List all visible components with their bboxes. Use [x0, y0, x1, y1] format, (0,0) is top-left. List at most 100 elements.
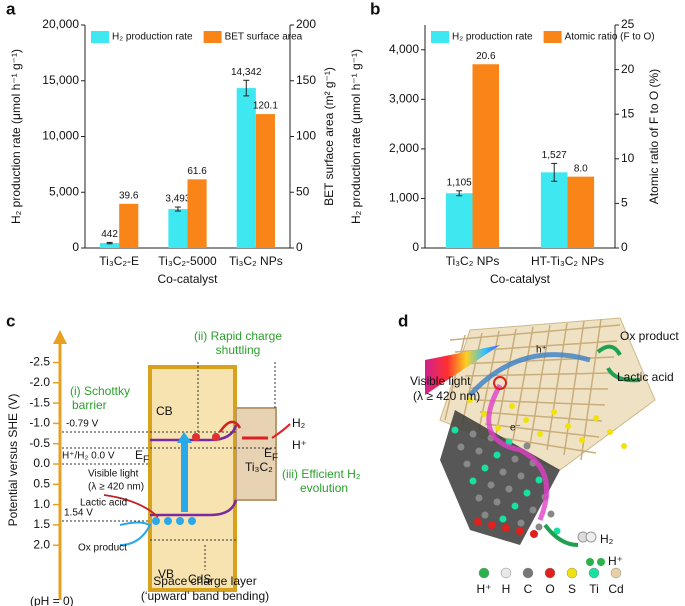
bar: [187, 179, 207, 248]
atom: [475, 447, 483, 455]
y2-tick-label: 10: [621, 151, 635, 165]
label: Lactic acid: [80, 498, 127, 509]
bar: [567, 176, 595, 248]
atom-legend: H⁺ H C O S Ti Cd: [477, 567, 624, 596]
atom: [502, 524, 510, 532]
atom: [511, 455, 519, 463]
y-tick-label: 1.5: [33, 517, 50, 531]
lattice-bond: [580, 318, 602, 461]
lattice-bond: [449, 324, 621, 341]
legend-label: S: [568, 582, 576, 596]
atom: [535, 476, 543, 484]
panel-label: d: [398, 311, 408, 330]
atom: [495, 425, 501, 431]
y-tick-label: 20,000: [42, 17, 79, 31]
atom: [481, 411, 487, 417]
x-axis-label: Co-catalyst: [490, 272, 551, 286]
x-tick-label: Ti₃C₂ NPs: [446, 254, 500, 268]
legend-swatch: [543, 31, 562, 43]
cds-box: [148, 365, 237, 592]
y2-tick-label: 5: [621, 196, 628, 210]
atom: [607, 429, 613, 435]
lattice-bond: [461, 332, 483, 426]
atom: [537, 431, 543, 437]
legend-label: C: [524, 582, 533, 596]
atom: [509, 403, 515, 409]
value-label: 3,493: [165, 194, 190, 205]
atom: [511, 502, 519, 510]
atom: [535, 523, 543, 531]
holes: [152, 517, 196, 525]
label: Visible light: [88, 469, 139, 480]
value-label: 8.0: [574, 163, 588, 174]
bar: [100, 243, 120, 248]
atom: [474, 518, 482, 526]
legend-atom: [522, 567, 534, 579]
atom: [467, 397, 473, 403]
panel-label: c: [6, 311, 15, 330]
bar: [236, 88, 256, 248]
bar: [119, 203, 139, 248]
atom: [530, 530, 538, 538]
legend-label: Ti: [589, 582, 599, 596]
x-tick-label: HT-Ti₃C₂ NPs: [531, 254, 604, 268]
label: E: [264, 446, 272, 460]
y-tick-label: -1.0: [29, 416, 50, 430]
y-tick-label: -2.0: [29, 375, 50, 389]
y-axis-label: H₂ production rate (μmol h⁻¹ g⁻¹): [9, 49, 23, 224]
y-tick-label: 2,000: [389, 141, 419, 155]
atom: [499, 468, 507, 476]
atom: [493, 451, 501, 459]
excitation-spot: [493, 376, 507, 390]
lattice-bond: [529, 324, 551, 446]
bar: [255, 114, 275, 248]
atom: [481, 464, 489, 472]
lattice-bond: [474, 399, 606, 406]
y-tick-label: 1.0: [33, 497, 50, 511]
panel-label: a: [6, 0, 16, 18]
legend-swatch: [431, 31, 449, 43]
legend-label: H: [502, 582, 511, 596]
legend-label: Atomic ratio (F to O): [565, 32, 655, 43]
y2-tick-label: 50: [296, 184, 310, 198]
atom: [551, 409, 557, 415]
atom: [488, 521, 496, 529]
vb-band: [150, 499, 238, 517]
atom: [451, 426, 459, 434]
value-label: 20.6: [476, 51, 496, 62]
atom: [547, 510, 555, 518]
y-tick-label: 15,000: [42, 73, 79, 87]
label: E: [135, 448, 143, 462]
label: CB: [156, 404, 173, 418]
h2-molecule: [585, 531, 597, 543]
lattice-bond: [444, 334, 466, 421]
arrow-head: [177, 432, 192, 443]
atom: [499, 515, 507, 523]
y2-tick-label: 0: [296, 240, 303, 254]
legend-atom: [566, 567, 578, 579]
light-beam: [425, 345, 500, 395]
axis-arrow: [53, 330, 67, 344]
panel-label: b: [370, 0, 380, 18]
axis-label: Potential versus SHE (V): [6, 394, 20, 527]
atom: [475, 494, 483, 502]
y-tick-label: 4,000: [389, 42, 419, 56]
legend-label: BET surface area: [225, 32, 303, 43]
h2-arrow: [543, 523, 579, 547]
legend-label: H₂ production rate: [452, 32, 533, 43]
lattice-bond: [512, 326, 534, 441]
electron: [192, 433, 200, 441]
lactic-arrow: [119, 521, 152, 546]
atom: [481, 511, 489, 519]
y-tick-label: 2.0: [33, 537, 50, 551]
label: (‘upward’ band bending): [141, 589, 269, 603]
atom: [517, 519, 525, 527]
label: VB: [158, 567, 174, 581]
label: (λ ≥ 420 nm): [88, 482, 144, 493]
label: h⁺: [536, 345, 547, 356]
y2-tick-label: 200: [296, 17, 316, 31]
cb-band: [150, 424, 238, 442]
label: H⁺: [292, 438, 307, 452]
y-tick-label: 10,000: [42, 129, 79, 143]
